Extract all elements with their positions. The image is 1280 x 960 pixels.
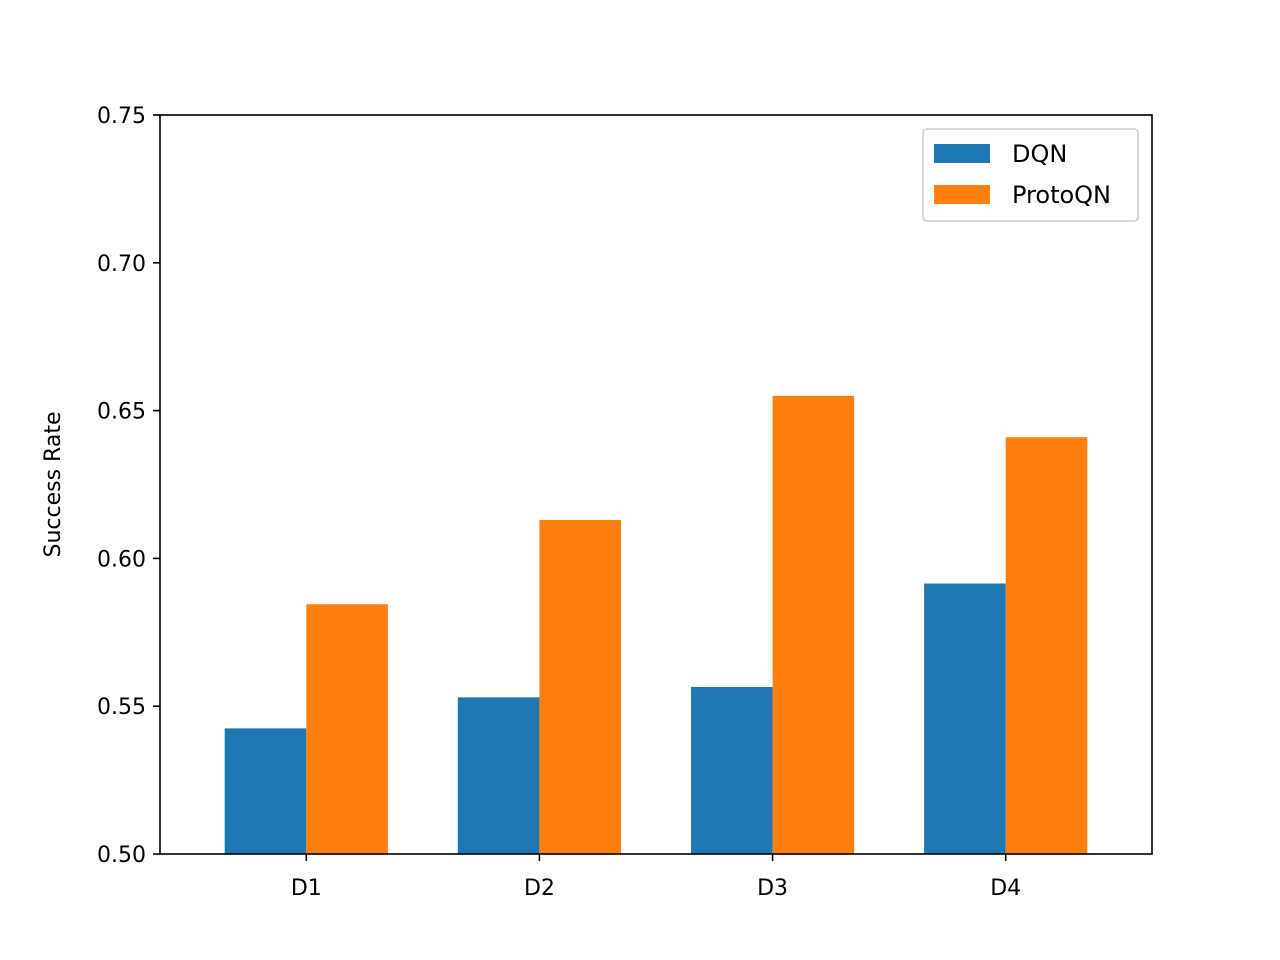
legend: DQN ProtoQN [922,128,1139,222]
x-tick-label: D4 [990,876,1021,901]
y-tick-label: 0.65 [97,400,146,425]
bars-layer [224,395,1088,854]
y-tick-label: 0.75 [97,104,146,129]
legend-swatch-dqn [934,144,990,163]
bar-dqn-d1 [224,728,307,854]
bar-protoqn-d4 [1005,437,1088,854]
x-tick-label: D3 [757,876,788,901]
plot-frame [159,114,1153,855]
bar-dqn-d2 [457,697,540,854]
x-axis-ticks: D1 D2 D3 D4 [291,854,1021,901]
legend-label-protoqn: ProtoQN [1012,181,1111,209]
x-tick-label: D2 [524,876,555,901]
bar-protoqn-d1 [306,604,388,854]
y-tick-label: 0.70 [97,252,146,277]
bar-protoqn-d2 [539,519,622,854]
y-axis-ticks: 0.50 0.55 0.60 0.65 0.70 0.75 [97,104,160,868]
bar-protoqn-d3 [772,395,855,854]
bar-dqn-d3 [690,686,773,854]
y-axis-label: Success Rate [41,412,66,558]
legend-swatch-protoqn [934,185,990,204]
y-tick-label: 0.55 [97,695,146,720]
bar-dqn-d4 [924,583,1006,854]
y-tick-label: 0.50 [97,843,146,868]
x-tick-label: D1 [291,876,322,901]
y-tick-label: 0.60 [97,547,146,572]
legend-label-dqn: DQN [1012,140,1067,168]
